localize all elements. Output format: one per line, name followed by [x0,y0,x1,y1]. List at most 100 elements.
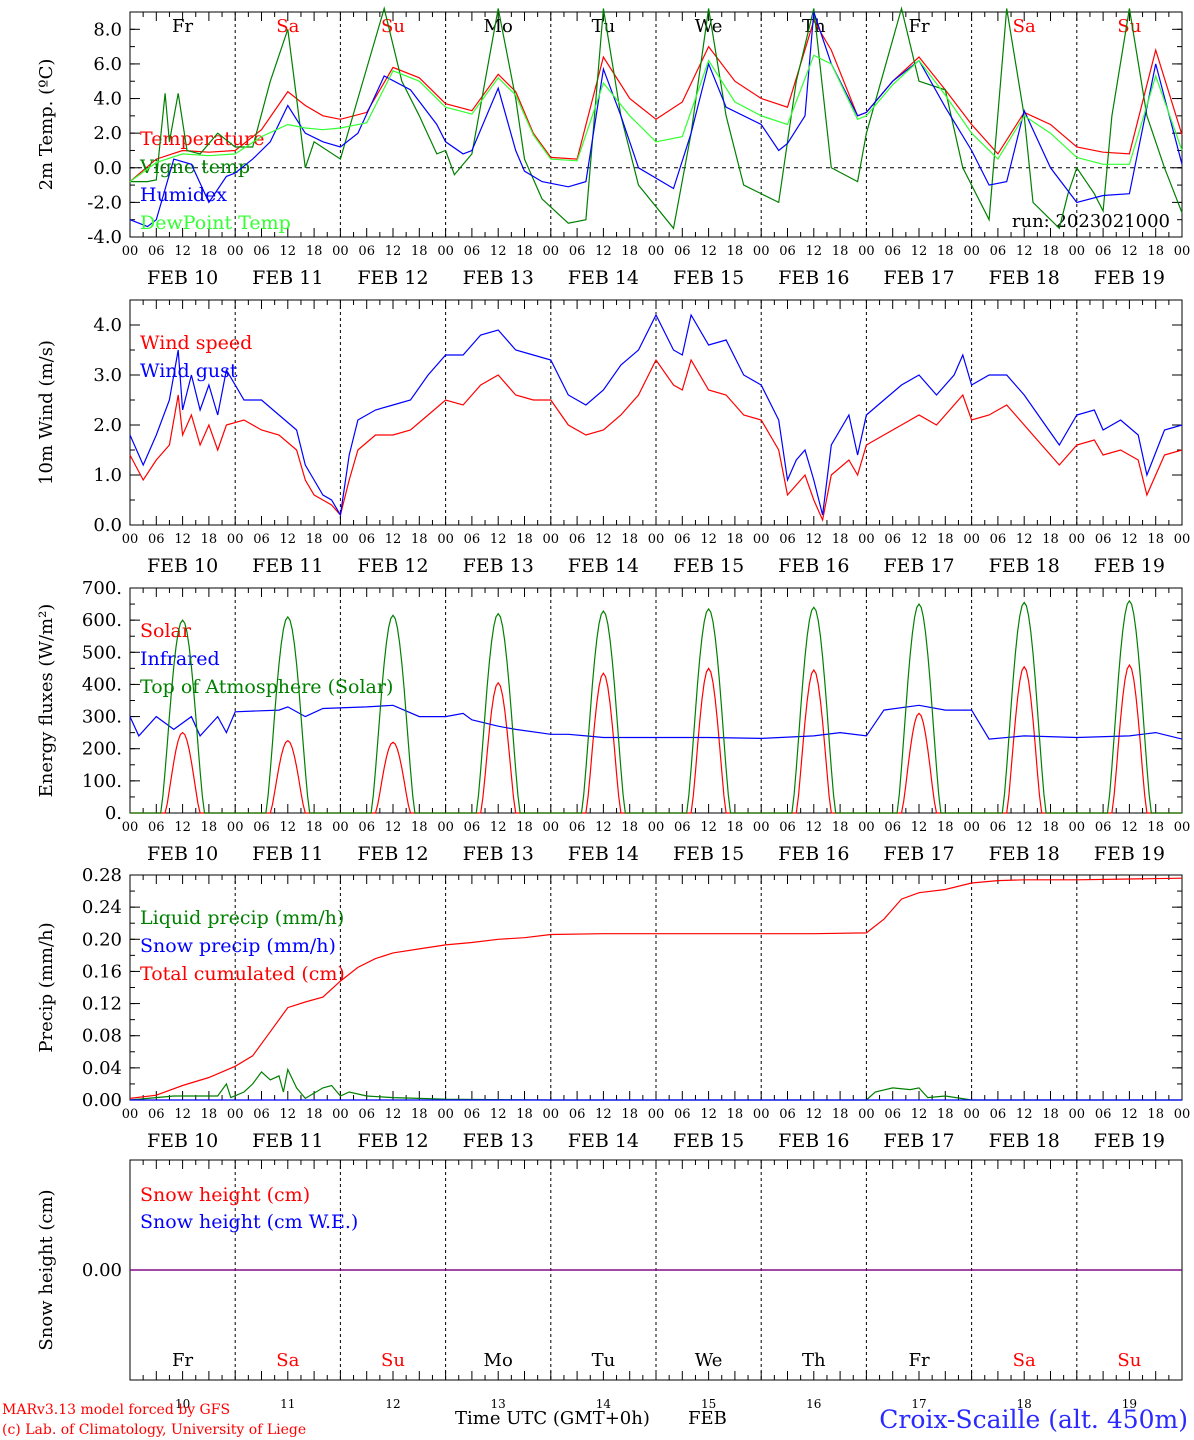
hour-tick-label: 00 [648,244,665,259]
hour-tick-label: 06 [779,1107,796,1122]
hour-tick-label: 12 [174,1107,191,1122]
series-line [129,11,1183,228]
hour-tick-label: 12 [595,244,612,259]
hour-tick-label: 18 [832,532,849,547]
series-line [129,358,1183,522]
weekday-label: Fr [172,1350,193,1371]
date-label: FEB 18 [989,555,1060,577]
date-label: FEB 18 [989,1130,1060,1152]
legend-entry: Snow height (cm) [140,1184,310,1206]
weekday-label: Sa [1013,16,1036,37]
hour-tick-label: 06 [569,532,586,547]
hour-tick-label: 12 [490,532,507,547]
hour-tick-label: 18 [832,1107,849,1122]
hour-tick-label: 18 [832,820,849,835]
hour-tick-label: 18 [727,1107,744,1122]
day-number-label: 11 [280,1397,295,1411]
hour-tick-label: 12 [911,244,928,259]
run-annotation: run: 2023021000 [1012,211,1170,232]
day-number-label: 19 [1122,1397,1137,1411]
y-tick-label: 0.16 [82,961,122,982]
y-tick-label: 4.0 [93,315,122,336]
hour-tick-label: 12 [490,820,507,835]
panel-5: 0.00 Snow height (cm) Fr Sa Su Mo Tu We Th Fr Sa Su… [36,1159,1183,1411]
hour-tick-label: 06 [884,532,901,547]
hour-tick-label: 18 [1147,820,1164,835]
hour-tick-label: 12 [174,820,191,835]
y-tick-label: 0.20 [82,929,122,950]
hour-tick-label: 06 [1095,820,1112,835]
hour-tick-label: 00 [437,244,454,259]
date-label: FEB 15 [673,555,744,577]
hour-tick-label: 12 [595,532,612,547]
hour-tick-label: 06 [569,244,586,259]
hour-tick-label: 06 [779,820,796,835]
weekday-label: We [695,1350,723,1371]
hour-tick-label: 18 [516,1107,533,1122]
hour-tick-label: 06 [148,532,165,547]
y-tick-label: 600. [82,610,122,631]
date-label: FEB 18 [989,843,1060,865]
day-number-label: 17 [911,1397,926,1411]
date-label: FEB 15 [673,1130,744,1152]
date-label: FEB 18 [989,267,1060,289]
hour-tick-label: 12 [385,532,402,547]
hour-tick-label: 18 [727,244,744,259]
hour-tick-label: 18 [621,532,638,547]
hour-tick-label: 12 [700,532,717,547]
hour-tick-label: 18 [1042,532,1059,547]
date-label: FEB 14 [568,843,639,865]
date-label: FEB 17 [883,555,954,577]
hour-tick-label: 00 [963,532,980,547]
hour-tick-label: 06 [464,532,481,547]
y-tick-label: 300. [82,707,122,728]
hour-tick-label: 12 [806,1107,823,1122]
hour-tick-label: 18 [937,1107,954,1122]
weekday-label: Su [1117,1350,1141,1371]
series-line [129,704,1183,740]
date-label: FEB 11 [252,1130,323,1152]
date-label: FEB 19 [1094,555,1165,577]
date-label: FEB 10 [147,1130,218,1152]
weekday-label: Su [1117,16,1141,37]
hour-tick-label: 00 [1069,532,1086,547]
hour-tick-label: 00 [122,532,139,547]
y-tick-label: -4.0 [87,227,122,248]
legend-entry: Wind gust [140,360,238,382]
date-label: FEB 19 [1094,1130,1165,1152]
date-label: FEB 14 [568,555,639,577]
x-axis-label: Time UTC (GMT+0h) [455,1408,650,1429]
hour-tick-label: 12 [806,244,823,259]
date-label: FEB 16 [778,555,849,577]
date-label: FEB 19 [1094,843,1165,865]
legend-entry: Humidex [140,184,227,206]
series-line [129,877,1183,1099]
weekday-label: Sa [276,1350,299,1371]
date-label: FEB 11 [252,555,323,577]
hour-tick-label: 12 [1121,532,1138,547]
series-line [130,6,1183,230]
y-axis-label: Energy fluxes (W/m²) [36,604,57,798]
y-axis-label: 10m Wind (m/s) [36,340,57,485]
hour-tick-label: 00 [648,532,665,547]
hour-tick-label: 18 [306,532,323,547]
hour-tick-label: 12 [174,532,191,547]
hour-tick-label: 18 [1042,1107,1059,1122]
hour-tick-label: 06 [779,244,796,259]
hour-tick-label: 18 [1147,1107,1164,1122]
y-axis-label: Snow height (cm) [36,1189,57,1350]
hour-tick-label: 06 [674,820,691,835]
hour-tick-label: 12 [1121,1107,1138,1122]
day-number-label: 16 [806,1397,821,1411]
hour-tick-label: 00 [332,532,349,547]
weekday-label: Mo [484,16,513,37]
legend-entry: Liquid precip (mm/h) [140,907,344,929]
hour-tick-label: 18 [411,244,428,259]
hour-tick-label: 00 [858,1107,875,1122]
hour-tick-label: 00 [648,1107,665,1122]
y-tick-label: 0.08 [82,1026,122,1047]
date-label: FEB 11 [252,267,323,289]
hour-tick-label: 18 [937,820,954,835]
series-line [130,599,1182,814]
y-tick-label: 0.24 [82,897,122,918]
